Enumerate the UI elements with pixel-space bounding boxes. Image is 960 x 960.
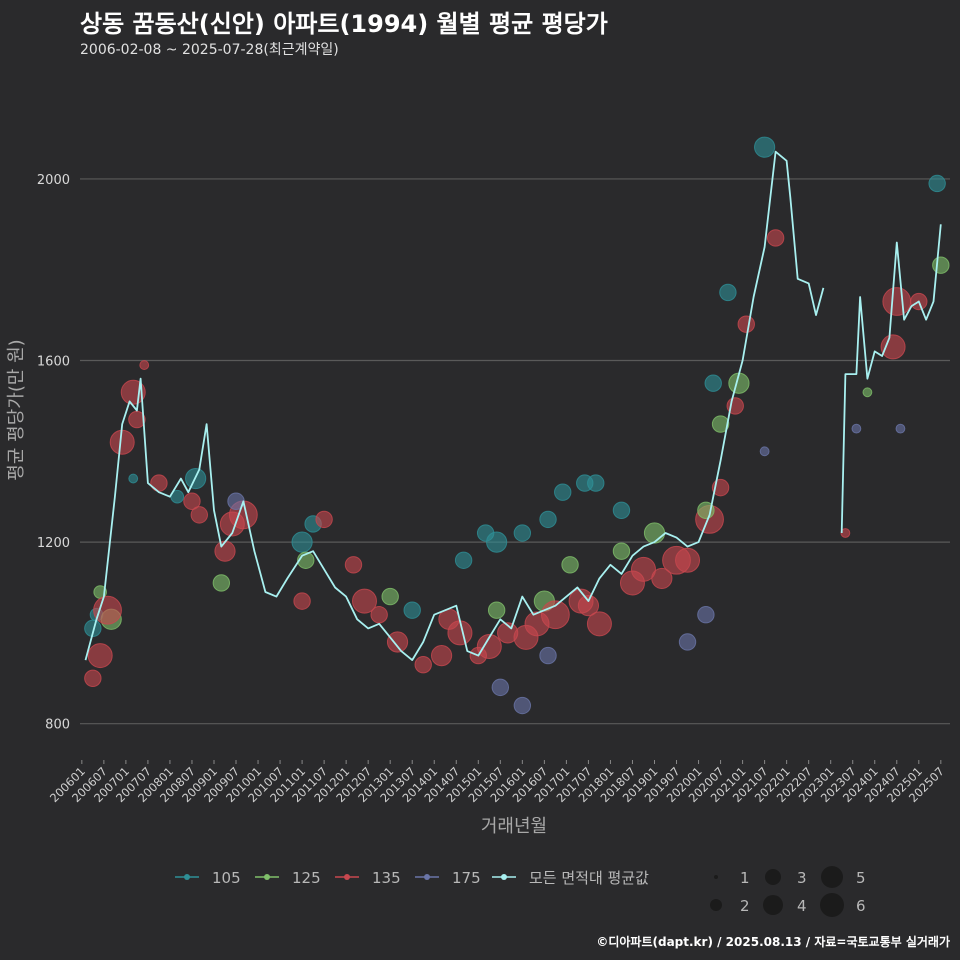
point-135 (293, 592, 311, 610)
point-135 (351, 588, 377, 614)
point-125 (862, 387, 873, 398)
point-135 (386, 631, 409, 653)
point-105 (291, 531, 313, 553)
y-tick-label: 1200 (37, 536, 70, 551)
x-axis-title: 거래년월 (481, 816, 547, 837)
point-135 (414, 655, 432, 674)
point-135 (150, 474, 168, 492)
point-135 (344, 556, 363, 574)
point-105 (587, 474, 605, 492)
y-axis-ticks: 800 1200 1600 2000 (37, 173, 70, 733)
legend-size-marker (765, 869, 781, 885)
point-105 (513, 524, 532, 542)
legend-size-label: 4 (797, 897, 807, 915)
legend-label-105: 105 (212, 869, 241, 887)
point-105 (612, 501, 631, 520)
point-135 (370, 606, 388, 624)
legend-marker-avg (501, 874, 507, 880)
point-135 (586, 611, 612, 637)
point-175 (678, 633, 697, 651)
point-135 (190, 506, 209, 524)
point-175 (513, 696, 532, 715)
legend-size-label: 5 (856, 869, 866, 887)
point-105 (719, 283, 737, 302)
average-line (84, 150, 942, 661)
point-125 (612, 542, 631, 560)
average-line-segment (840, 224, 942, 534)
point-135 (737, 315, 755, 333)
point-125 (487, 601, 506, 619)
point-135 (183, 492, 201, 510)
legend-size-marker (763, 895, 783, 915)
legend-size-label: 6 (856, 897, 866, 915)
y-tick-label: 1600 (37, 355, 70, 370)
point-105 (539, 510, 557, 529)
point-135 (766, 229, 785, 247)
point-135 (577, 595, 600, 617)
legend-marker-175 (424, 874, 430, 880)
legend-label-125: 125 (292, 869, 321, 887)
point-175 (539, 646, 557, 665)
legend-size-label: 1 (740, 869, 750, 887)
point-125 (711, 415, 730, 433)
point-125 (643, 522, 666, 544)
chart-title: 상동 꿈동산(신안) 아파트(1994) 월별 평균 평당가 (80, 10, 608, 38)
legend-marker-105 (184, 874, 190, 880)
point-105 (403, 601, 421, 619)
average-line-segment (84, 150, 825, 661)
legend-size-marker (821, 866, 843, 888)
point-105 (754, 136, 776, 158)
legend-label-175: 175 (452, 869, 481, 887)
point-105 (928, 174, 946, 193)
point-135 (87, 643, 113, 669)
chart-subtitle: 2006-02-08 ~ 2025-07-28(최근계약일) (80, 42, 339, 58)
legend-size-label: 2 (740, 897, 750, 915)
legend-size-marker (714, 875, 718, 879)
point-135 (880, 334, 906, 360)
legend: 105 125 135 175 모든 면적대 평균값 1 2 3 4 5 6 (175, 866, 866, 917)
y-tick-label: 2000 (37, 173, 70, 188)
point-105 (128, 473, 139, 484)
point-135 (139, 360, 150, 370)
point-135 (93, 595, 122, 625)
point-135 (882, 287, 912, 316)
point-125 (561, 556, 579, 574)
point-135 (630, 556, 656, 582)
legend-label-avg: 모든 면적대 평균값 (529, 869, 649, 887)
point-135 (651, 567, 673, 590)
point-175 (851, 423, 862, 434)
point-175 (895, 423, 906, 434)
point-135 (675, 547, 701, 573)
series-points (84, 136, 950, 715)
point-175 (697, 606, 715, 624)
legend-size-marker (710, 899, 722, 911)
legend-size-marker (820, 893, 844, 917)
point-105 (170, 489, 185, 504)
point-175 (491, 678, 510, 697)
point-135 (840, 528, 851, 538)
point-135 (430, 644, 453, 667)
y-axis-title: 평균 평당가(만 원) (6, 339, 27, 480)
legend-marker-135 (344, 874, 350, 880)
point-105 (704, 374, 722, 392)
point-105 (454, 551, 473, 569)
point-125 (212, 574, 231, 592)
point-175 (759, 446, 770, 457)
point-135 (476, 634, 502, 660)
point-125 (381, 587, 399, 606)
legend-marker-125 (264, 874, 270, 880)
legend-size-label: 3 (797, 869, 807, 887)
y-tick-label: 800 (45, 718, 70, 733)
point-105 (486, 531, 508, 553)
point-125 (932, 256, 950, 274)
point-135 (315, 510, 333, 529)
point-135 (84, 669, 102, 687)
point-135 (109, 429, 135, 455)
point-105 (554, 483, 572, 501)
footer-source: ©디아파트(dapt.kr) / 2025.08.13 / 자료=국토교통부 실… (596, 935, 950, 949)
legend-label-135: 135 (372, 869, 401, 887)
x-axis-ticks: 2006012006072007012007072008012008072009… (47, 760, 947, 805)
point-135 (214, 540, 236, 562)
